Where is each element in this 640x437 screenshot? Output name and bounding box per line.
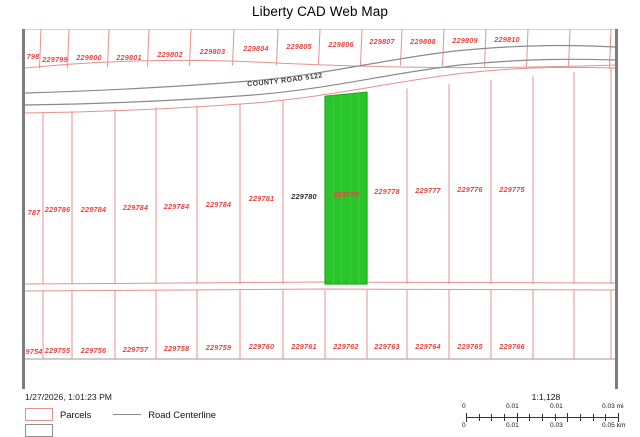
parcel-label-229778-9: 229778: [373, 187, 400, 196]
scale-tick-mark: [491, 414, 493, 421]
parcel-label-229758: 229758: [163, 344, 190, 353]
parcel-label-229757: 229757: [122, 345, 149, 354]
parcel-label-229784-5: 229784: [205, 200, 232, 209]
parcel-label-787-0: 787: [28, 208, 42, 217]
scale-tick-mark: [554, 414, 556, 421]
scale-km-tick-2: 0.03: [550, 422, 563, 429]
scale-tick-mark: [466, 413, 467, 422]
scale-tick-mark: [503, 414, 505, 421]
parcel-label-229799: 229799: [41, 55, 68, 64]
scale-mi-tick-0: 0: [462, 403, 466, 410]
scale-km-tick-1: 0.01: [506, 422, 519, 429]
parcel-label-229763: 229763: [373, 342, 400, 351]
parcel-label-229780-7[interactable]: 229780: [290, 192, 317, 201]
legend-item-parcels: Parcels: [25, 408, 91, 421]
parcel-label-229781-6: 229781: [248, 194, 275, 203]
parcel-label-229802: 229802: [156, 50, 183, 59]
selected-parcel-229780[interactable]: [324, 91, 368, 285]
scale-ruler-graphic: [462, 413, 630, 422]
map-vector-layer: 798 229799 229800 229801 229802 229803 229804 2…: [25, 29, 615, 360]
scale-mi-tick-2: 0.01: [550, 403, 563, 410]
parcel-label-229807: 229807: [368, 37, 395, 46]
parcel-label-229806: 229806: [327, 40, 354, 49]
scale-tick-mark: [541, 414, 543, 421]
parcel-label-229765: 229765: [456, 342, 483, 351]
scale-km-tick-0: 0: [462, 422, 466, 429]
parcel-label-229760: 229760: [248, 342, 275, 351]
parcel-label-229761: 229761: [290, 342, 317, 351]
scale-tick-mark: [529, 414, 531, 421]
parcel-label-229810: 229810: [493, 35, 520, 44]
scale-tick-mark: [516, 413, 518, 422]
legend-item-road-centerline: Road Centerline: [113, 409, 216, 420]
scale-tick-mark: [567, 413, 569, 422]
parcel-label-229784-2: 229784: [80, 205, 107, 214]
map-canvas[interactable]: 798 229799 229800 229801 229802 229803 229804 2…: [22, 29, 618, 389]
parcel-label-229766: 229766: [498, 342, 525, 351]
parcel-label-229779-8: 229779: [332, 190, 359, 199]
scale-mi-tick-1: 0.01: [506, 403, 519, 410]
parcel-label-229786-1: 229786: [44, 205, 71, 214]
parcel-label-229759: 229759: [205, 343, 232, 352]
scale-mi-tick-3: 0.03 mi: [602, 403, 624, 410]
parcel-label-9754: 9754: [25, 347, 42, 356]
parcel-label-229808: 229808: [409, 37, 436, 46]
scale-tick-mark: [592, 414, 594, 421]
parcel-label-229784-4: 229784: [163, 202, 190, 211]
parcel-label-229777-10: 229777: [414, 186, 441, 195]
parcel-label-229756: 229756: [80, 346, 107, 355]
scale-miles-ticks: 0 0.01 0.01 0.03 mi: [462, 403, 630, 412]
scale-bar: 1:1,128 0 0.01 0.01 0.03 mi 0 0.01 0.03 0.05 k…: [462, 392, 630, 431]
parcel-label-229776-11: 229776: [456, 185, 483, 194]
legend-road-label: Road Centerline: [148, 409, 217, 420]
parcel-label-229809: 229809: [451, 36, 478, 45]
parcel-labels: 798 229799 229800 229801 229802 229803 229804 2…: [25, 35, 525, 356]
parcel-label-229784-3: 229784: [122, 203, 149, 212]
scale-tick-mark: [605, 414, 607, 421]
parcel-label-798: 798: [27, 52, 41, 61]
map-timestamp: 1/27/2026, 1:01:23 PM: [25, 392, 112, 402]
parcel-label-229803: 229803: [199, 47, 226, 56]
legend-parcels-label: Parcels: [60, 409, 92, 420]
parcel-label-229804: 229804: [242, 44, 269, 53]
scale-km-tick-3: 0.05 km: [602, 422, 626, 429]
parcel-label-229805: 229805: [285, 42, 312, 51]
scale-ratio-label: 1:1,128: [531, 392, 561, 402]
parcel-label-229801: 229801: [115, 53, 142, 62]
parcel-label-229775-12: 229775: [498, 185, 525, 194]
scale-kilometers-ticks: 0 0.01 0.03 0.05 km: [462, 422, 630, 431]
parcel-label-229762: 229762: [332, 342, 359, 351]
scale-tick-mark: [579, 414, 581, 421]
parcel-label-229764: 229764: [414, 342, 441, 351]
page-title: Liberty CAD Web Map: [252, 4, 388, 19]
parcels-swatch-icon: [25, 408, 53, 421]
road-centerline-swatch-icon: [113, 414, 142, 415]
map-legend: Parcels Road Centerline: [25, 408, 216, 421]
road-centerlines: [25, 44, 615, 106]
scale-tick-mark: [478, 414, 480, 421]
parcel-label-229755: 229755: [44, 346, 71, 355]
parcel-label-229800: 229800: [75, 53, 102, 62]
scale-tick-mark: [617, 413, 619, 422]
